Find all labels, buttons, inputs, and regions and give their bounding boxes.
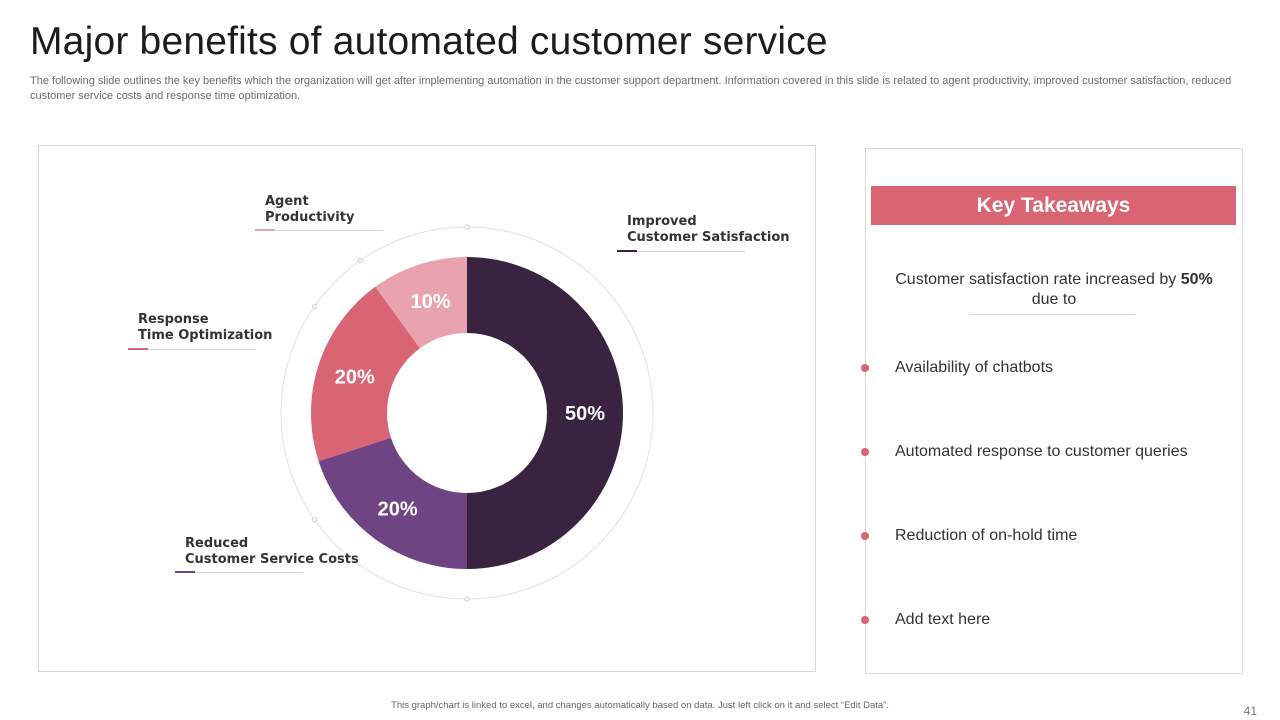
category-label-line2: Productivity xyxy=(265,210,355,225)
orbit-dot xyxy=(464,224,470,230)
takeaway-item: Add text here xyxy=(895,611,991,628)
summary-highlight-value: 50% xyxy=(1180,271,1213,288)
donut-value-label: 20% xyxy=(378,498,418,520)
donut-slices[interactable] xyxy=(311,257,623,569)
page-subtitle: The following slide outlines the key ben… xyxy=(30,75,1232,102)
category-accent xyxy=(617,250,637,252)
category-accent xyxy=(175,571,195,573)
orbit-dot xyxy=(464,596,470,602)
orbit-dot xyxy=(311,516,318,523)
category-label-line1: Response xyxy=(138,312,209,327)
donut-slice-agent-productivity[interactable] xyxy=(375,257,467,349)
category-rule xyxy=(175,572,303,573)
key-takeaways-panel xyxy=(865,148,1243,674)
donut-slice-response-time-optimization[interactable] xyxy=(311,286,420,462)
category-label-line2: Customer Service Costs xyxy=(185,552,359,567)
category-label-reduced-customer-service-costs: Reduced Customer Service Costs xyxy=(185,536,359,568)
category-label-line1: Reduced xyxy=(185,536,249,551)
page-number: 41 xyxy=(1243,704,1257,718)
donut-slice-improved-customer-satisfaction[interactable] xyxy=(467,257,623,569)
category-rule xyxy=(255,230,383,231)
takeaway-summary: Customer satisfaction rate increased by … xyxy=(895,270,1213,310)
takeaway-item: Availability of chatbots xyxy=(895,359,1054,376)
donut-chart[interactable]: 50% 20% 20% 10% xyxy=(39,146,817,673)
key-takeaways-header: Key Takeaways xyxy=(871,186,1236,225)
category-accent xyxy=(128,348,148,350)
bullet-dot-icon xyxy=(861,532,869,540)
chart-panel: 50% 20% 20% 10% Improved Customer Satisfact… xyxy=(38,145,816,672)
footer-note: This graph/chart is linked to excel, and… xyxy=(391,700,889,711)
category-label-line2: Time Optimization xyxy=(138,328,273,343)
category-rule xyxy=(128,349,256,350)
orbit-dot xyxy=(311,303,318,310)
category-label-response-time-optimization: Response Time Optimization xyxy=(138,312,272,344)
takeaway-item: Reduction of on-hold time xyxy=(895,527,1078,544)
bullet-dot-icon xyxy=(861,616,869,624)
category-accent xyxy=(255,229,275,231)
summary-text-before: Customer satisfaction rate increased by xyxy=(895,271,1181,288)
donut-value-label: 50% xyxy=(565,403,605,425)
donut-value-label: 10% xyxy=(411,291,451,313)
donut-slice-reduced-customer-service-costs[interactable] xyxy=(318,437,467,569)
donut-value-label: 20% xyxy=(335,367,375,389)
category-label-line1: Improved xyxy=(627,214,697,229)
takeaway-item: Automated response to customer queries xyxy=(895,443,1188,460)
bullet-dot-icon xyxy=(861,448,869,456)
orbit-decoration xyxy=(280,224,654,602)
summary-divider xyxy=(970,314,1135,315)
page-title: Major benefits of automated customer ser… xyxy=(30,20,828,63)
category-rule xyxy=(617,251,745,252)
category-label-line2: Customer Satisfaction xyxy=(627,230,790,245)
orbit-dot xyxy=(357,257,364,264)
donut-value-labels: 50% 20% 20% 10% xyxy=(335,291,605,521)
category-label-line1: Agent xyxy=(265,194,309,209)
category-label-agent-productivity: Agent Productivity xyxy=(265,194,354,226)
bullet-dot-icon xyxy=(861,364,869,372)
category-label-improved-customer-satisfaction: Improved Customer Satisfaction xyxy=(627,214,790,246)
summary-text-after: due to xyxy=(1031,291,1077,308)
